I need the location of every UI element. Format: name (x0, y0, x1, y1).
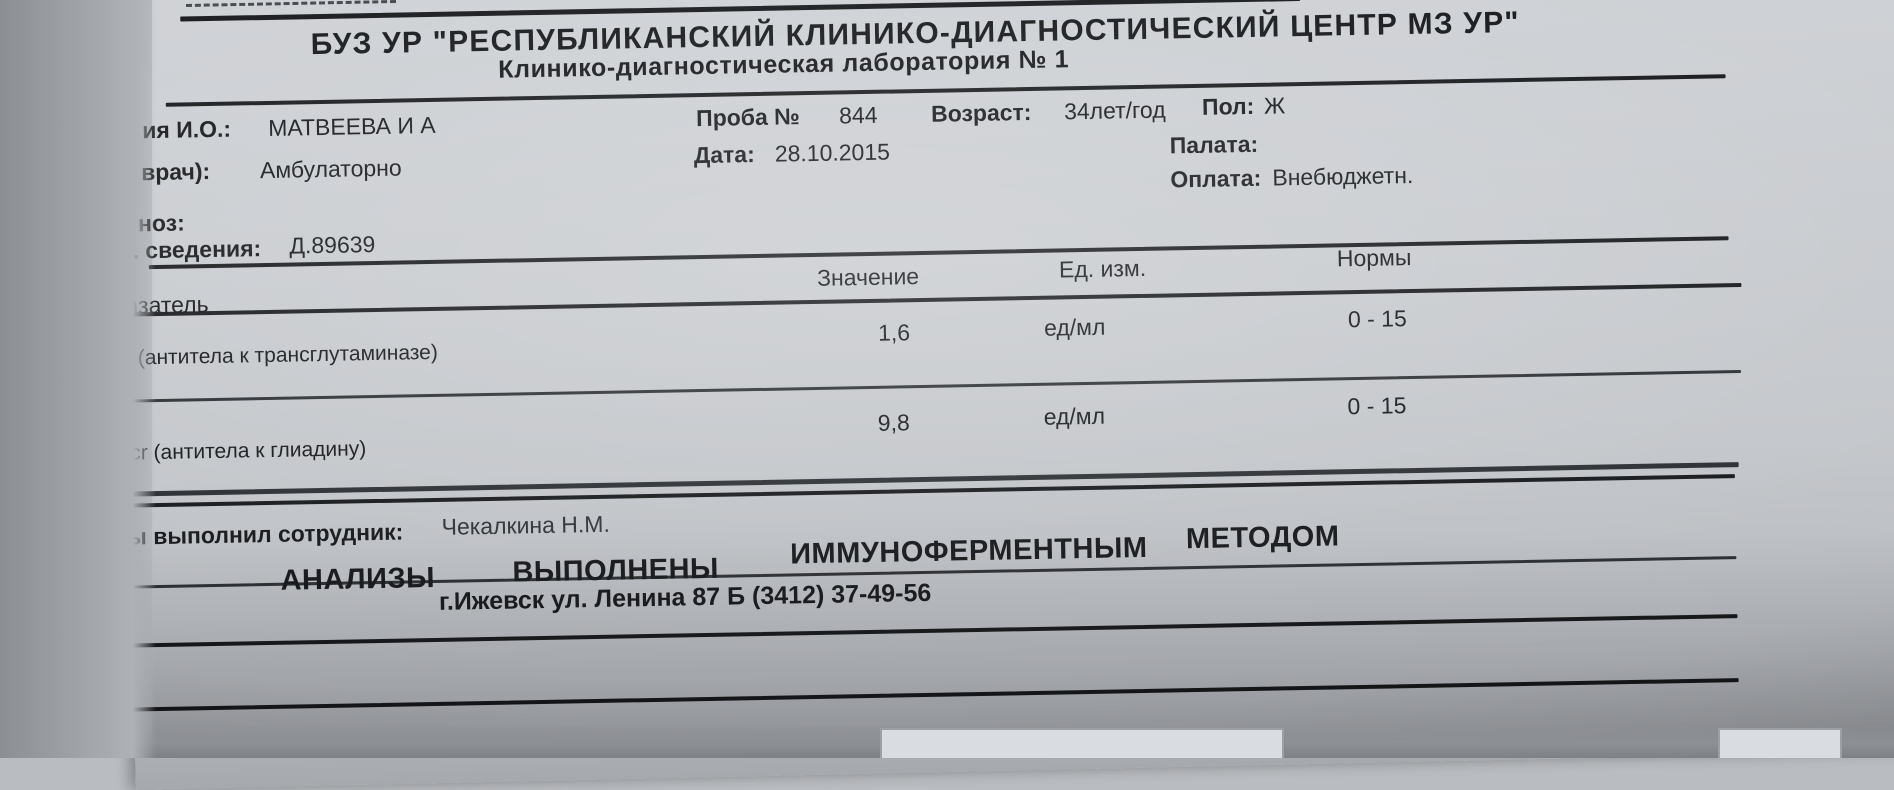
method-word-analyses: АНАЛИЗЫ (280, 561, 436, 597)
table-row-value: 1,6 (877, 319, 911, 346)
table-row-value: 9,8 (877, 409, 910, 436)
lab-report-document: БУЗ УР "РЕСПУБЛИКАНСКИЙ КЛИНИКО-ДИАГНОСТ… (76, 0, 1742, 713)
age-label: Возраст: (930, 98, 1032, 127)
bottom-chip-left (880, 728, 1284, 758)
rule-above-table-header (148, 236, 1729, 270)
age-value: 34лет/год (1063, 96, 1166, 125)
department-value: Амбулаторно (259, 154, 402, 184)
sample-value: 844 (838, 101, 878, 129)
method-word-immunoenzyme: ИММУНОФЕРМЕНТНЫМ (789, 531, 1148, 571)
extra-info-value: Д.89639 (289, 231, 376, 259)
bottom-chip-right (1718, 728, 1842, 758)
table-row-units: ед/мл (1043, 313, 1106, 341)
sex-value: Ж (1263, 92, 1286, 119)
sex-label: Пол: (1201, 92, 1255, 120)
table-row-norms: 0 - 15 (1347, 392, 1407, 420)
rule-row-1-top (121, 369, 1741, 403)
patient-name-value: МАТВЕЕВА И А (268, 111, 436, 141)
performer-value: Чекалкина Н.М. (441, 510, 611, 540)
rule-above-footer (81, 614, 1738, 649)
rule-above-method (76, 678, 1739, 713)
lab-address: г.Ижевск ул. Ленина 87 Б (3412) 37-49-56 (438, 578, 932, 616)
payment-label: Оплата: (1170, 164, 1262, 193)
table-row-units: ед/мл (1043, 402, 1106, 430)
date-label: Дата: (693, 141, 755, 169)
column-header-units: Ед. изм. (1058, 254, 1147, 283)
column-header-value: Значение (816, 263, 920, 291)
method-word-method: МЕТОДОМ (1185, 520, 1340, 556)
table-row-norms: 0 - 15 (1347, 305, 1407, 333)
left-edge-occlusion (0, 0, 156, 758)
column-header-norms: Нормы (1336, 244, 1412, 272)
payment-value: Внебюджетн. (1272, 161, 1414, 191)
sample-label: Проба № (695, 103, 801, 132)
date-value: 28.10.2015 (774, 138, 891, 167)
rule-under-table-header (131, 282, 1742, 317)
ward-label: Палата: (1169, 130, 1259, 159)
